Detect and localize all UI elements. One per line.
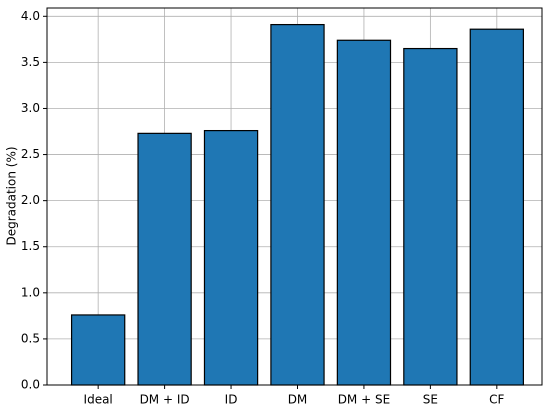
y-axis-label: Degradation (%) (5, 146, 19, 245)
x-tick-label: ID (225, 393, 238, 407)
y-tick-label: 1.5 (21, 239, 40, 253)
bar (137, 132, 192, 386)
x-tick-label: CF (489, 393, 504, 407)
y-tick-label: 4.0 (21, 9, 40, 23)
bar (336, 39, 392, 386)
y-tick-label: 2.5 (21, 147, 40, 161)
bar (403, 47, 458, 386)
bar (270, 23, 325, 386)
bar (70, 314, 126, 386)
y-tick-label: 2.0 (21, 193, 40, 207)
x-tick-label: SE (423, 393, 438, 407)
y-tick-label: 3.5 (21, 55, 40, 69)
y-tick-label: 3.0 (21, 101, 40, 115)
x-tick-label: DM + ID (140, 393, 190, 407)
x-tick-label: Ideal (84, 393, 113, 407)
bar (469, 28, 524, 386)
x-tick-label: DM + SE (338, 393, 390, 407)
plot-frame (46, 7, 543, 386)
y-tick-label: 0.5 (21, 331, 40, 345)
x-tick-label: DM (288, 393, 308, 407)
y-tick-label: 0.0 (21, 378, 40, 392)
y-tick-label: 1.0 (21, 285, 40, 299)
bar (203, 129, 259, 386)
